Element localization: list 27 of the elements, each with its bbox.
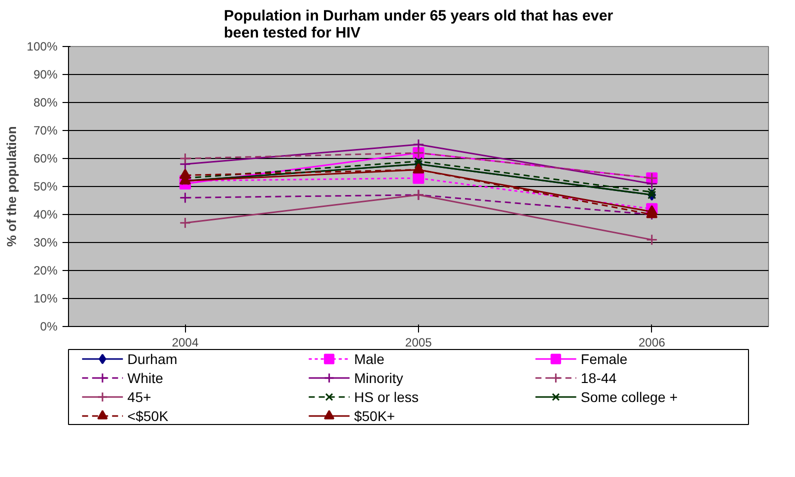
legend-label: Some college + — [580, 389, 678, 405]
y-tick-label: 100% — [26, 40, 58, 54]
y-tick-label: 60% — [33, 152, 58, 166]
legend-label: Minority — [354, 370, 404, 386]
y-axis-title: % of the population — [4, 126, 19, 247]
legend-label: 18-44 — [580, 370, 617, 386]
legend-label: 45+ — [127, 389, 152, 405]
y-tick-label: 20% — [33, 264, 58, 278]
x-tick-label: 2006 — [638, 336, 666, 350]
y-tick-label: 70% — [33, 124, 58, 138]
y-tick-label: 30% — [33, 236, 58, 250]
legend-label: <$50K — [127, 408, 169, 424]
legend-label: $50K+ — [354, 408, 395, 424]
y-tick-label: 50% — [33, 180, 58, 194]
y-tick-label: 80% — [33, 96, 58, 110]
x-tick-label: 2004 — [172, 336, 199, 350]
y-tick-label: 0% — [40, 320, 58, 334]
legend-label: Female — [580, 351, 628, 367]
legend-label: Male — [354, 351, 385, 367]
y-tick-label: 90% — [33, 68, 58, 82]
chart-title: Population in Durham under 65 years old that has ever been tested for HIV — [224, 8, 614, 42]
x-tick-label: 2005 — [405, 336, 432, 350]
y-tick-label: 10% — [33, 292, 58, 306]
legend-label: White — [127, 370, 164, 386]
legend-label: HS or less — [354, 389, 419, 405]
legend-label: Durham — [127, 351, 178, 367]
y-tick-label: 40% — [33, 208, 58, 222]
